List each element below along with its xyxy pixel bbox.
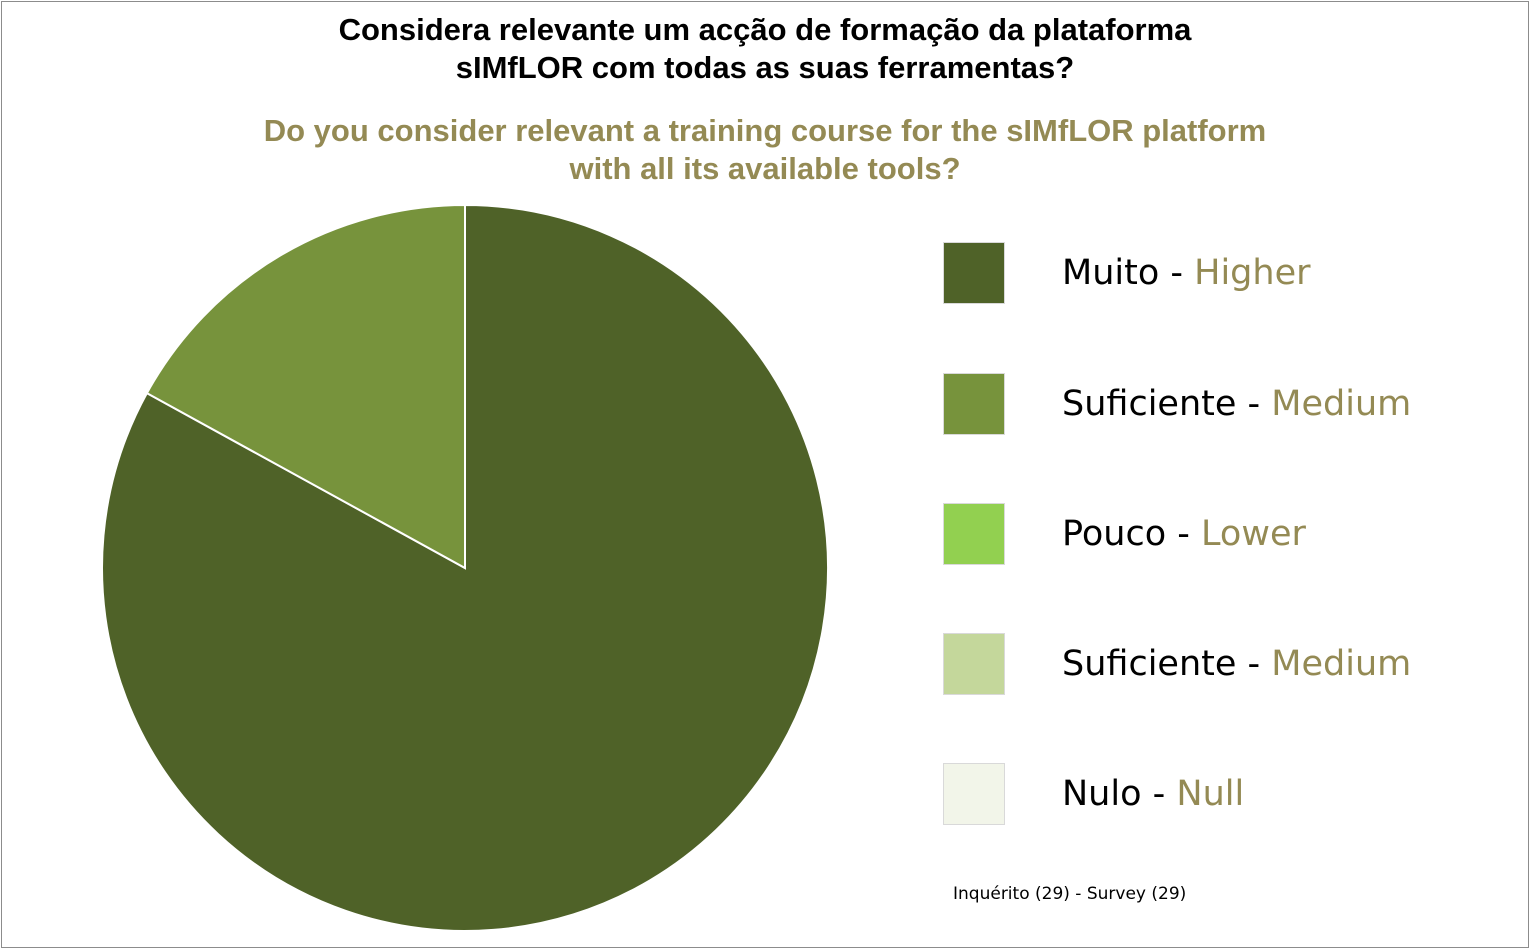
- legend-item-pouco: Pouco - Lower: [943, 503, 1503, 567]
- legend-item-nulo: Nulo - Null: [943, 763, 1503, 827]
- legend-swatch: [943, 373, 1005, 435]
- legend-swatch: [943, 633, 1005, 695]
- survey-footnote: Inquérito (29) - Survey (29): [953, 884, 1187, 904]
- chart-title-line-2: sIMfLOR com todas as suas ferramentas?: [455, 50, 1075, 85]
- legend-label: Nulo - Null: [1062, 772, 1244, 816]
- legend-label-en: Medium: [1271, 644, 1412, 684]
- legend-label-pt: Nulo: [1062, 774, 1142, 814]
- legend-label: Suficiente - Medium: [1062, 382, 1411, 426]
- legend-item-suficiente: Suficiente - Medium: [943, 373, 1503, 437]
- legend-separator: -: [1236, 384, 1272, 424]
- legend-separator: -: [1141, 774, 1177, 814]
- legend-label-en: Medium: [1271, 384, 1412, 424]
- legend-item-suficiente-2: Suficiente - Medium: [943, 633, 1503, 697]
- legend-label: Suficiente - Medium: [1062, 642, 1411, 686]
- legend-label-pt: Suficiente: [1062, 384, 1237, 424]
- legend-separator: -: [1166, 514, 1202, 554]
- legend-label-pt: Muito: [1062, 253, 1160, 293]
- legend-separator: -: [1236, 644, 1272, 684]
- chart-subtitle-line-1: Do you consider relevant a training cour…: [263, 113, 1267, 148]
- legend-separator: -: [1159, 253, 1195, 293]
- legend-label-pt: Suficiente: [1062, 644, 1237, 684]
- chart-title-line-1: Considera relevante um acção de formação…: [338, 12, 1192, 47]
- legend-label: Muito - Higher: [1062, 251, 1311, 295]
- chart-subtitle-line-2: with all its available tools?: [569, 151, 961, 186]
- legend-swatch: [943, 242, 1005, 304]
- pie-slice-suficiente-1: [145, 203, 466, 570]
- legend-label: Pouco - Lower: [1062, 512, 1306, 556]
- legend-label-pt: Pouco: [1062, 514, 1167, 554]
- legend-label-en: Higher: [1194, 253, 1311, 293]
- legend-label-en: Lower: [1201, 514, 1306, 554]
- legend-swatch: [943, 763, 1005, 825]
- legend-swatch: [943, 503, 1005, 565]
- legend-label-en: Null: [1176, 774, 1245, 814]
- legend-item-muito: Muito - Higher: [943, 242, 1503, 306]
